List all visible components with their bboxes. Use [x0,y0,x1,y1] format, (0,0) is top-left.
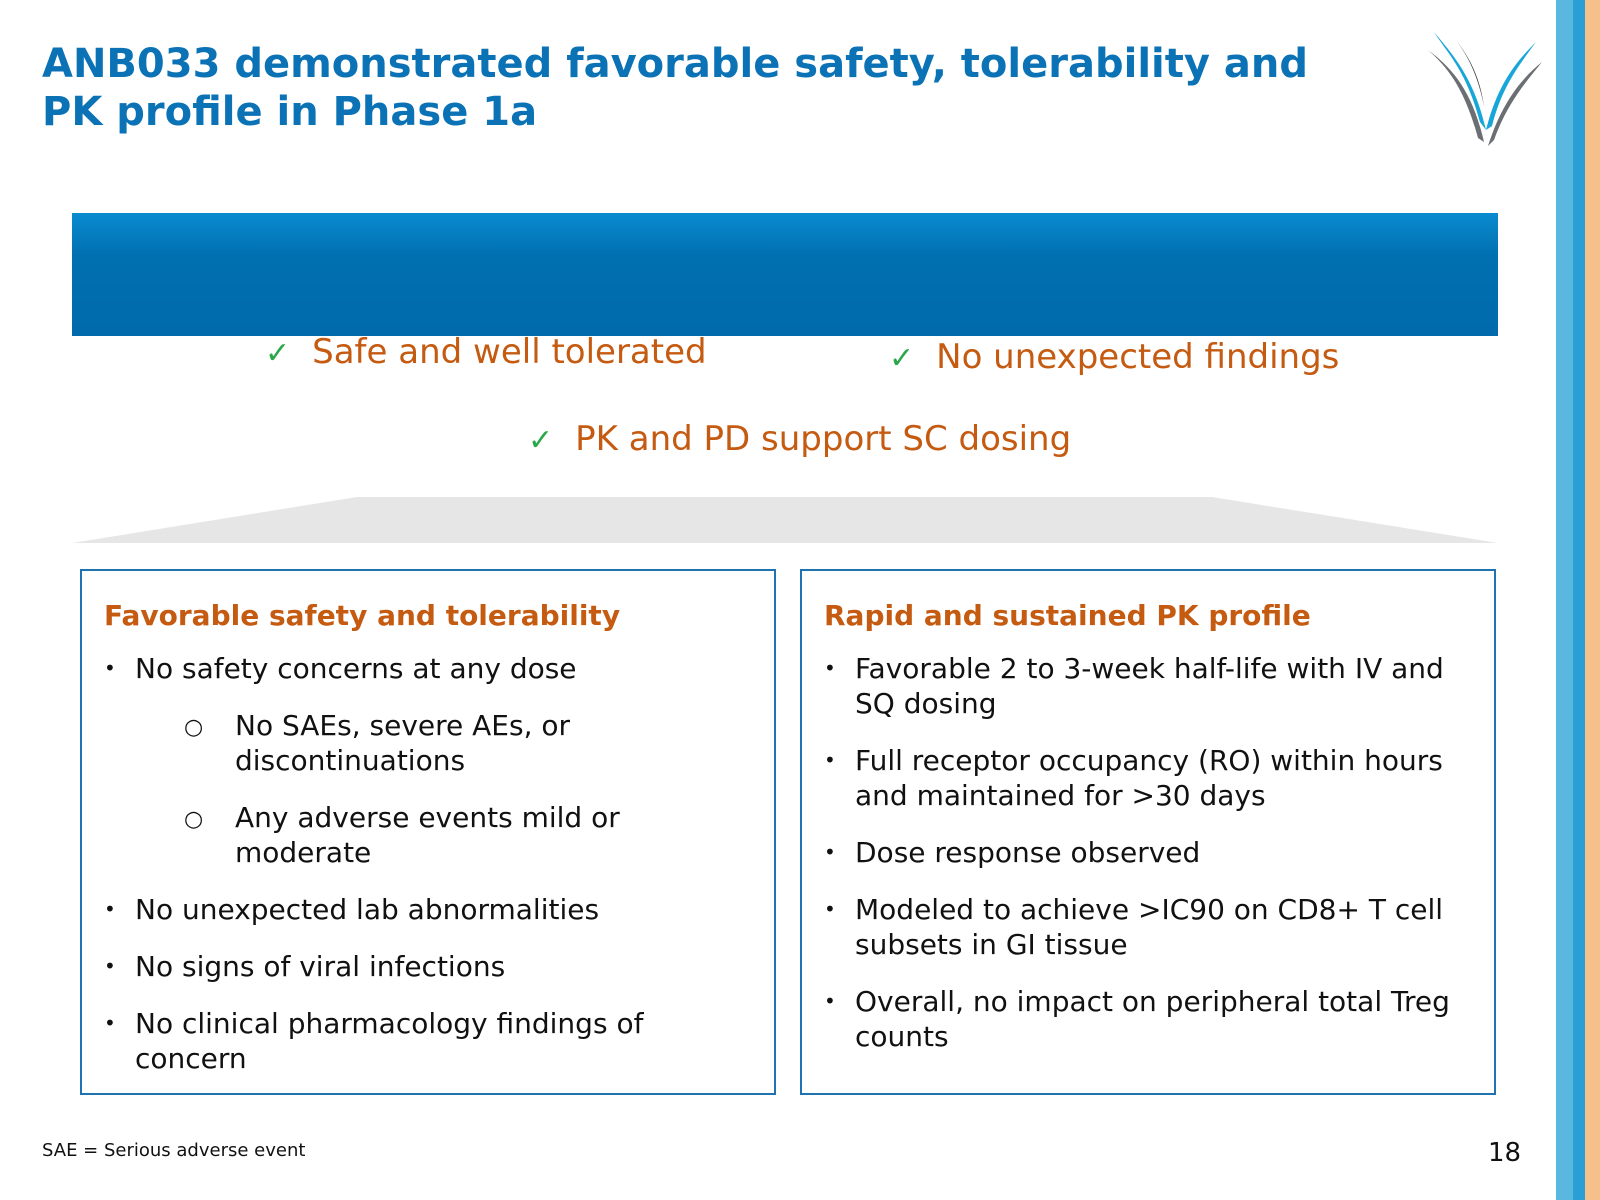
bullet-dot-icon: • [824,897,836,921]
check-item-pk-pd: ✓ PK and PD support SC dosing [528,419,1071,461]
bullet-dot-icon: • [104,656,116,680]
check-label: PK and PD support SC dosing [575,419,1072,459]
check-item-safe: ✓ Safe and well tolerated [265,332,707,374]
list-item: • Full receptor occupancy (RO) within hou… [824,744,1443,812]
list-item: ○ No SAEs, severe AEs, or discontinuation… [184,709,571,777]
bullet-dot-icon: • [824,748,836,772]
list-item: • Favorable 2 to 3-week half-life with IV… [824,652,1444,720]
v-chevron-logo-icon [1428,32,1542,146]
check-mark-icon: ✓ [528,423,554,458]
page-number: 18 [1488,1138,1522,1168]
bullet-dot-icon: • [824,840,836,864]
list-item: • Dose response observed [824,836,1201,869]
footnote: SAE = Serious adverse event [42,1140,306,1161]
list-item: • No signs of viral infections [104,950,506,983]
list-item: • Modeled to achieve >IC90 on CD8+ T cell… [824,893,1444,961]
slide-title: ANB033 demonstrated favorable safety, to… [42,40,1362,136]
list-item: • No safety concerns at any dose [104,652,577,685]
title-line-2: PK profile in Phase 1a [42,89,538,135]
bullet-dot-icon: • [104,1011,116,1035]
bullet-dot-icon: • [104,897,116,921]
check-item-findings: ✓ No unexpected findings [889,337,1339,379]
check-mark-icon: ✓ [265,336,291,371]
bullet-dot-icon: • [104,954,116,978]
edge-stripe-blue [1573,0,1585,1200]
safety-box: Favorable safety and tolerability • No sa… [80,569,776,1095]
trapezoid-divider [72,497,1498,543]
title-line-1: ANB033 demonstrated favorable safety, to… [42,41,1308,87]
bullet-dot-icon: • [824,656,836,680]
list-item: ○ Any adverse events mild or moderate [184,801,620,869]
check-label: Safe and well tolerated [312,332,707,372]
edge-stripe-light-blue [1556,0,1573,1200]
list-item: • No clinical pharmacology findings of co… [104,1007,644,1075]
list-item: • Overall, no impact on peripheral total … [824,985,1450,1053]
pk-profile-box: Rapid and sustained PK profile • Favorabl… [800,569,1496,1095]
hollow-circle-bullet-icon: ○ [184,715,204,740]
pk-bullet-list: • Favorable 2 to 3-week half-life with IV… [824,651,1478,1076]
blue-banner [72,213,1498,336]
safety-box-heading: Favorable safety and tolerability [104,599,621,632]
pk-box-heading: Rapid and sustained PK profile [824,599,1311,632]
bullet-dot-icon: • [824,989,836,1013]
safety-bullet-list: • No safety concerns at any dose ○ No SAEs… [104,651,758,1098]
check-label: No unexpected findings [936,337,1340,377]
check-mark-icon: ✓ [889,341,915,376]
hollow-circle-bullet-icon: ○ [184,807,204,832]
list-item: • No unexpected lab abnormalities [104,893,600,926]
edge-stripe-orange [1585,0,1600,1200]
